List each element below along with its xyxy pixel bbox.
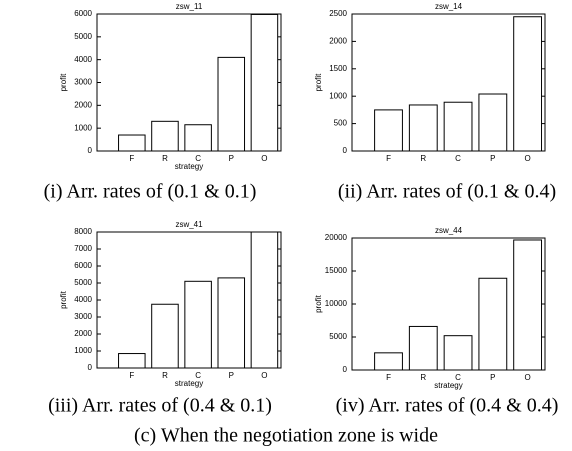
x-tick-label: O <box>524 154 530 163</box>
bar <box>374 109 403 152</box>
plot-frame <box>351 13 546 152</box>
x-tick-label: F <box>386 373 391 382</box>
x-axis-label: strategy <box>434 381 462 390</box>
bar <box>118 353 146 369</box>
subfigure-caption: (iii) Arr. rates of (0.4 & 0.1) <box>48 395 272 417</box>
bar <box>478 93 508 152</box>
bar <box>118 134 146 152</box>
x-axis-label: strategy <box>175 162 203 171</box>
y-tick-label: 5000 <box>74 32 92 41</box>
plot-frame <box>96 231 282 369</box>
bar <box>513 239 543 371</box>
y-tick-label: 5000 <box>74 278 92 287</box>
x-tick-label: P <box>490 373 495 382</box>
y-axis-label: profit <box>314 73 323 92</box>
y-tick-label: 2500 <box>329 9 347 18</box>
y-tick-label: 4000 <box>74 295 92 304</box>
subfigure-caption: (ii) Arr. rates of (0.1 & 0.4) <box>338 181 556 203</box>
y-tick-label: 1000 <box>74 123 92 132</box>
x-tick-label: R <box>162 371 168 380</box>
subfigure-caption: (i) Arr. rates of (0.1 & 0.1) <box>44 181 257 203</box>
y-tick-label: 0 <box>88 146 93 155</box>
x-tick-label: R <box>420 154 426 163</box>
y-tick-label: 0 <box>88 363 93 372</box>
figure-caption: (c) When the negotiation zone is wide <box>134 425 438 447</box>
x-tick-label: F <box>129 371 134 380</box>
x-tick-label: O <box>524 373 530 382</box>
y-tick-label: 6000 <box>74 261 92 270</box>
bar <box>513 16 543 152</box>
subfigure-caption: (iv) Arr. rates of (0.4 & 0.4) <box>336 395 559 417</box>
x-tick-label: C <box>455 373 461 382</box>
y-tick-label: 20000 <box>325 233 348 242</box>
bar <box>478 277 508 371</box>
y-tick-label: 0 <box>343 146 348 155</box>
y-axis-label: profit <box>314 294 323 313</box>
y-tick-label: 8000 <box>74 227 92 236</box>
bar <box>408 104 438 152</box>
x-tick-label: R <box>162 154 168 163</box>
bar <box>250 13 279 152</box>
y-tick-label: 10000 <box>325 299 348 308</box>
chart-title: zsw_44 <box>435 226 463 235</box>
chart-title: zsw_11 <box>176 2 203 11</box>
x-tick-label: C <box>195 154 201 163</box>
x-tick-label: O <box>261 154 267 163</box>
y-tick-label: 1500 <box>329 64 347 73</box>
y-tick-label: 0 <box>343 365 348 374</box>
x-tick-label: F <box>129 154 134 163</box>
bar <box>184 280 212 369</box>
y-tick-label: 2000 <box>74 329 92 338</box>
x-tick-label: C <box>455 154 461 163</box>
y-tick-label: 3000 <box>74 312 92 321</box>
plot-frame <box>351 237 546 371</box>
x-tick-label: F <box>386 154 391 163</box>
bar <box>151 120 179 152</box>
y-tick-label: 1000 <box>329 91 347 100</box>
y-tick-label: 2000 <box>329 37 347 46</box>
bar <box>151 303 179 369</box>
bar <box>443 335 473 371</box>
y-axis-label: profit <box>59 290 68 309</box>
x-tick-label: P <box>229 154 234 163</box>
plot-frame <box>96 13 282 152</box>
bar <box>374 352 403 371</box>
x-tick-label: P <box>229 371 234 380</box>
y-tick-label: 6000 <box>74 9 92 18</box>
y-tick-label: 4000 <box>74 55 92 64</box>
x-tick-label: C <box>195 371 201 380</box>
bar <box>184 124 212 152</box>
bar <box>217 56 246 152</box>
y-tick-label: 1000 <box>74 346 92 355</box>
y-tick-label: 500 <box>334 119 348 128</box>
bar <box>408 325 438 371</box>
y-tick-label: 15000 <box>325 266 348 275</box>
bar <box>217 277 246 369</box>
y-tick-label: 2000 <box>74 100 92 109</box>
bar <box>443 101 473 152</box>
chart-title: zsw_14 <box>435 2 463 11</box>
x-tick-label: O <box>261 371 267 380</box>
chart-title: zsw_41 <box>175 220 203 229</box>
x-axis-label: strategy <box>175 379 203 388</box>
bar <box>250 231 279 369</box>
x-tick-label: P <box>490 154 495 163</box>
y-tick-label: 3000 <box>74 78 92 87</box>
y-tick-label: 5000 <box>329 332 347 341</box>
x-tick-label: R <box>420 373 426 382</box>
y-tick-label: 7000 <box>74 244 92 253</box>
y-axis-label: profit <box>59 73 68 92</box>
